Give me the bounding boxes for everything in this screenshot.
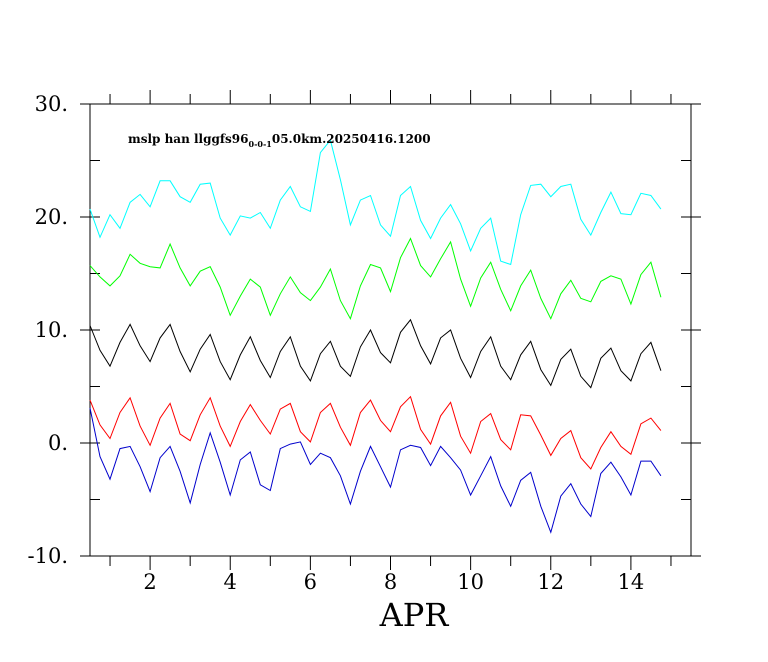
series-line-5 — [89, 407, 662, 534]
series-line-3 — [89, 318, 662, 389]
y-tick-label: -10. — [28, 544, 69, 568]
y-tick-label: 30. — [35, 92, 68, 116]
y-tick-label: 10. — [35, 318, 68, 342]
x-tick-label: 12 — [537, 570, 564, 594]
x-axis-title: APR — [379, 596, 450, 634]
y-tick-label: 0. — [48, 431, 68, 455]
x-tick-label: 14 — [618, 570, 645, 594]
axis-ticks — [80, 90, 701, 570]
series-lines — [89, 139, 662, 534]
y-tick-label: 20. — [35, 205, 68, 229]
chart-title: mslp han llggfs960-0-105.0km.20250416.12… — [128, 132, 431, 149]
series-line-2 — [89, 237, 662, 320]
x-tick-label: 6 — [304, 570, 317, 594]
axis-tick-labels: -10. 0. 10. 20. 30. 2 4 6 8 10 12 14 — [28, 92, 645, 594]
x-tick-label: 4 — [224, 570, 237, 594]
x-tick-label: 2 — [143, 570, 156, 594]
x-tick-label: 8 — [384, 570, 397, 594]
series-line-1 — [89, 139, 662, 266]
series-line-4 — [89, 395, 662, 470]
x-tick-label: 10 — [457, 570, 484, 594]
